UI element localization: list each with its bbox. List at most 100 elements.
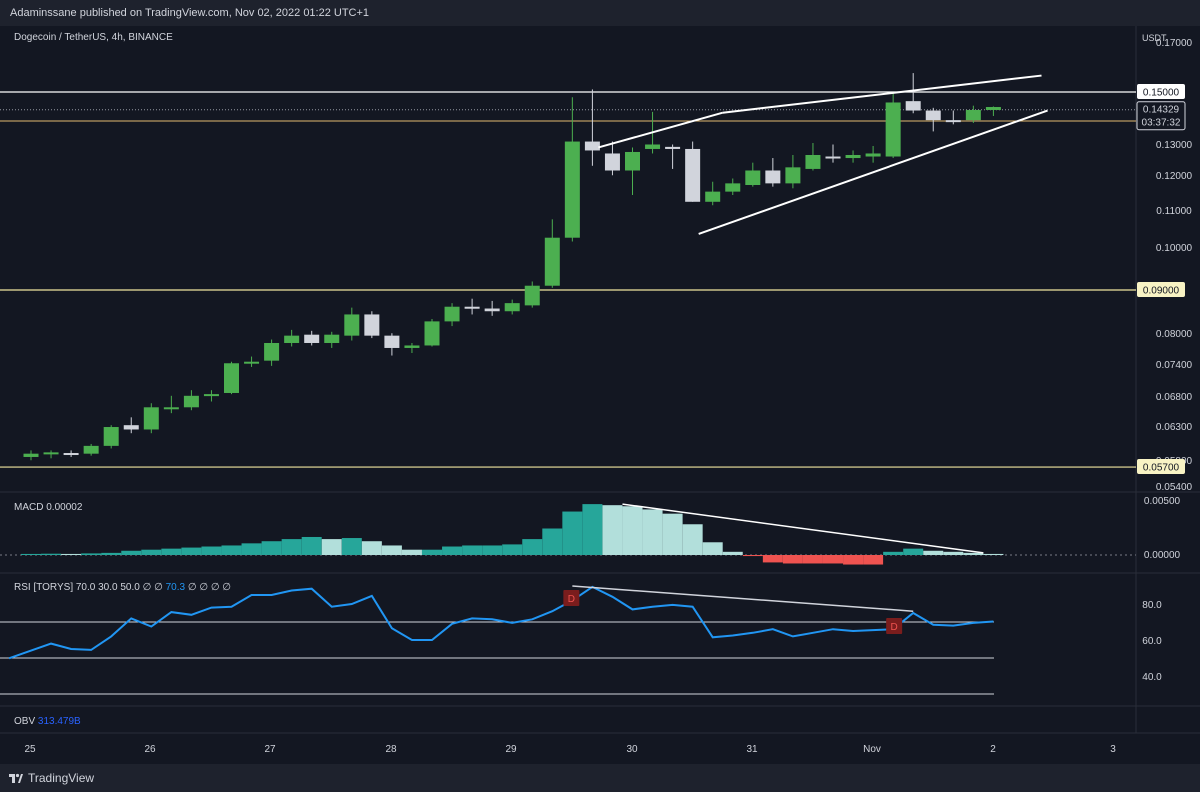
candle-body[interactable] <box>785 167 801 184</box>
macd-histogram-bar[interactable] <box>782 555 803 564</box>
candle-body[interactable] <box>304 334 320 343</box>
macd-histogram-bar[interactable] <box>823 555 843 564</box>
macd-histogram-bar[interactable] <box>241 543 262 555</box>
candle-body[interactable] <box>324 334 340 343</box>
macd-histogram-bar[interactable] <box>21 553 41 555</box>
candle-body[interactable] <box>745 170 761 186</box>
macd-histogram-bar[interactable] <box>281 539 302 555</box>
macd-histogram-bar[interactable] <box>903 548 924 555</box>
macd-histogram-bar[interactable] <box>161 548 182 555</box>
macd-histogram-bar[interactable] <box>81 553 102 555</box>
candle-body[interactable] <box>244 361 260 364</box>
macd-histogram-bar[interactable] <box>301 536 322 555</box>
candle-body[interactable] <box>765 170 781 184</box>
candle-body[interactable] <box>63 453 79 456</box>
candle-body[interactable] <box>183 395 199 408</box>
macd-histogram-bar[interactable] <box>863 555 884 565</box>
candle-body[interactable] <box>865 153 881 157</box>
candle-body[interactable] <box>825 156 841 159</box>
macd-histogram-bar[interactable] <box>361 541 382 555</box>
macd-histogram-bar[interactable] <box>321 539 342 555</box>
candle-body[interactable] <box>163 407 179 410</box>
candle-body[interactable] <box>524 285 540 306</box>
trendline[interactable] <box>698 109 1048 235</box>
obv-legend[interactable]: OBV 313.479B <box>14 716 81 727</box>
macd-histogram-bar[interactable] <box>442 546 463 555</box>
macd-histogram-bar[interactable] <box>682 524 703 555</box>
candle-body[interactable] <box>23 453 39 457</box>
candle-body[interactable] <box>985 107 1001 110</box>
macd-histogram-bar[interactable] <box>923 550 944 555</box>
candle-body[interactable] <box>725 183 741 192</box>
chart-area[interactable]: USDT 0.17000 0.13000 0.12000 0.11000 0.10000 0… <box>0 26 1200 764</box>
candle-body[interactable] <box>123 425 139 430</box>
candle-body[interactable] <box>604 153 620 171</box>
candle-body[interactable] <box>344 314 360 336</box>
candle-body[interactable] <box>364 314 380 336</box>
candle-body[interactable] <box>685 148 701 202</box>
trendline[interactable] <box>598 111 723 149</box>
candle-body[interactable] <box>444 306 460 322</box>
macd-histogram-bar[interactable] <box>381 545 402 555</box>
macd-legend[interactable]: MACD 0.00002 <box>14 502 82 513</box>
candle-body[interactable] <box>544 237 560 286</box>
candle-body[interactable] <box>404 345 420 348</box>
macd-divergence-line[interactable] <box>622 503 984 554</box>
macd-histogram-bar[interactable] <box>943 551 964 555</box>
candle-body[interactable] <box>805 154 821 169</box>
candle-body[interactable] <box>705 191 721 202</box>
candle-body[interactable] <box>504 303 520 312</box>
macd-histogram-bar[interactable] <box>181 547 202 555</box>
trendline[interactable] <box>722 74 1042 114</box>
macd-histogram-bar[interactable] <box>802 555 823 564</box>
candle-body[interactable] <box>203 394 219 397</box>
macd-histogram-bar[interactable] <box>221 545 242 555</box>
macd-histogram-bar[interactable] <box>622 506 643 555</box>
symbol-legend[interactable]: Dogecoin / TetherUS, 4h, BINANCE <box>14 32 173 43</box>
candle-body[interactable] <box>484 308 500 312</box>
rsi-divergence-line[interactable] <box>572 585 914 612</box>
macd-histogram-bar[interactable] <box>201 546 222 555</box>
candle-body[interactable] <box>925 110 941 121</box>
candle-body[interactable] <box>464 306 480 309</box>
macd-histogram-bar[interactable] <box>401 549 422 555</box>
candle-body[interactable] <box>584 141 600 151</box>
macd-histogram-bar[interactable] <box>602 505 623 555</box>
macd-histogram-bar[interactable] <box>702 542 723 555</box>
candle-body[interactable] <box>885 102 901 157</box>
candle-body[interactable] <box>965 109 981 121</box>
candle-body[interactable] <box>845 154 861 159</box>
macd-histogram-bar[interactable] <box>843 555 864 565</box>
candle-body[interactable] <box>43 452 59 455</box>
macd-histogram-bar[interactable] <box>762 555 783 563</box>
candle-body[interactable] <box>424 321 440 346</box>
macd-histogram-bar[interactable] <box>422 549 442 555</box>
macd-histogram-bar[interactable] <box>41 553 62 555</box>
macd-histogram-bar[interactable] <box>722 551 743 555</box>
candle-body[interactable] <box>945 120 961 123</box>
candle-body[interactable] <box>645 144 661 149</box>
candle-body[interactable] <box>284 335 300 343</box>
macd-histogram-bar[interactable] <box>983 553 1004 555</box>
candle-body[interactable] <box>83 445 99 454</box>
candle-body[interactable] <box>625 151 640 171</box>
rsi-line[interactable] <box>8 585 994 660</box>
macd-histogram-bar[interactable] <box>101 552 122 555</box>
candle-body[interactable] <box>665 146 681 149</box>
candle-body[interactable] <box>224 363 239 393</box>
rsi-legend[interactable]: RSI [TORYS] 70.0 30.0 50.0 ∅ ∅ 70.3 ∅ ∅ … <box>14 582 231 593</box>
macd-histogram-bar[interactable] <box>61 553 82 555</box>
macd-histogram-bar[interactable] <box>482 545 503 555</box>
macd-histogram-bar[interactable] <box>502 544 523 555</box>
candle-body[interactable] <box>564 141 580 238</box>
macd-histogram-bar[interactable] <box>261 541 282 555</box>
macd-histogram-bar[interactable] <box>582 504 603 555</box>
macd-histogram-bar[interactable] <box>883 551 904 555</box>
macd-histogram-bar[interactable] <box>642 509 663 555</box>
candle-body[interactable] <box>264 342 280 361</box>
macd-histogram-bar[interactable] <box>662 513 683 555</box>
macd-histogram-bar[interactable] <box>121 550 142 555</box>
candle-body[interactable] <box>103 427 119 446</box>
candle-body[interactable] <box>905 101 921 111</box>
